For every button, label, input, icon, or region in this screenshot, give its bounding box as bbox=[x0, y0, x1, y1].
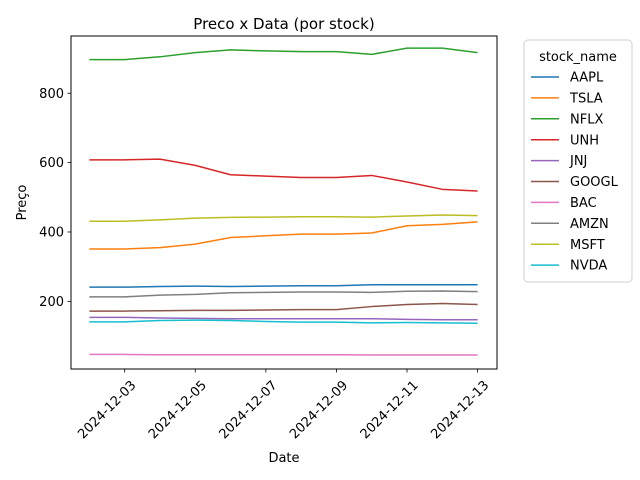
x-tick-label: 2024-12-07 bbox=[217, 378, 281, 442]
series-line-aapl bbox=[89, 283, 478, 288]
x-tick-label: 2024-12-13 bbox=[428, 378, 492, 442]
x-axis: 2024-12-03 2024-12-05 2024-12-07 2024-12-09… bbox=[75, 369, 492, 442]
series-line-unh bbox=[89, 158, 478, 192]
x-tick-label: 2024-12-03 bbox=[75, 378, 139, 442]
series-line-bac bbox=[89, 353, 478, 356]
x-axis-title: Date bbox=[268, 451, 299, 466]
y-tick-label: 200 bbox=[39, 295, 64, 310]
legend-label-bac: BAC bbox=[570, 196, 597, 211]
series-line-tsla bbox=[89, 221, 478, 250]
series-line-googl bbox=[89, 302, 478, 312]
series-line-msft bbox=[89, 214, 478, 222]
x-tick-label: 2024-12-11 bbox=[358, 378, 422, 442]
chart-title: Preco x Data (por stock) bbox=[193, 15, 374, 33]
plot-frame bbox=[70, 35, 498, 370]
legend-label-amzn: AMZN bbox=[570, 217, 609, 232]
y-axis-title: Preço bbox=[15, 185, 30, 221]
series-line-amzn bbox=[89, 290, 478, 298]
y-tick-label: 400 bbox=[39, 226, 64, 241]
series-line-nvda bbox=[89, 319, 478, 324]
legend-label-jnj: JNJ bbox=[569, 154, 587, 169]
x-tick-label: 2024-12-05 bbox=[146, 378, 210, 442]
series-line-jnj bbox=[89, 316, 478, 321]
plot-lines bbox=[89, 47, 478, 356]
y-axis: 200 400 600 800 bbox=[39, 87, 71, 310]
legend-label-msft: MSFT bbox=[570, 238, 605, 253]
legend-title: stock_name bbox=[539, 50, 617, 65]
legend-label-nflx: NFLX bbox=[570, 112, 603, 127]
series-line-nflx bbox=[89, 47, 478, 61]
legend-frame bbox=[523, 39, 633, 283]
legend-label-tsla: TSLA bbox=[569, 91, 603, 106]
y-tick-label: 600 bbox=[39, 156, 64, 171]
legend-items: AAPL TSLA NFLX UNH JNJ GOOGL BAC AMZN MSFT NVDA bbox=[531, 71, 619, 274]
y-tick-label: 800 bbox=[39, 87, 64, 102]
legend-label-unh: UNH bbox=[570, 133, 599, 148]
legend-label-nvda: NVDA bbox=[570, 259, 607, 274]
legend-label-googl: GOOGL bbox=[570, 175, 619, 190]
legend: stock_name AAPL TSLA NFLX UNH JNJ GOOGL BAC AMZ… bbox=[523, 39, 633, 283]
x-tick-label: 2024-12-09 bbox=[287, 378, 351, 442]
legend-label-aapl: AAPL bbox=[570, 71, 604, 86]
